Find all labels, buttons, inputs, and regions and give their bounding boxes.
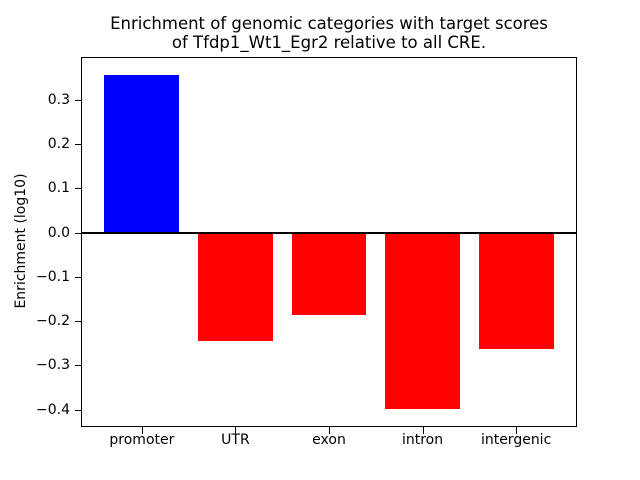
x-tick-mark bbox=[141, 427, 143, 434]
y-tick-label: −0.1 bbox=[36, 268, 70, 285]
y-tick-label: −0.2 bbox=[36, 313, 70, 330]
y-tick-label: −0.3 bbox=[36, 357, 70, 374]
x-tick-label-UTR: UTR bbox=[221, 432, 250, 448]
y-tick-mark bbox=[75, 188, 81, 190]
y-tick-label: 0.2 bbox=[47, 136, 70, 153]
x-tick-label-intergenic: intergenic bbox=[480, 432, 552, 448]
bar-intron bbox=[385, 232, 460, 410]
y-tick-mark bbox=[75, 144, 81, 146]
y-tick-label: 0.0 bbox=[47, 224, 70, 241]
y-tick-label: 0.3 bbox=[47, 91, 70, 108]
y-tick-mark bbox=[75, 365, 81, 367]
bar-promoter bbox=[104, 74, 180, 233]
bar-UTR bbox=[198, 232, 273, 341]
y-tick-mark bbox=[75, 99, 81, 101]
y-tick-mark bbox=[75, 232, 81, 234]
x-tick-label-exon: exon bbox=[312, 432, 346, 448]
x-tick-mark bbox=[329, 427, 330, 434]
x-tick-label-promoter: promoter bbox=[109, 432, 175, 448]
plot-area: 0.3 0.2 0.1 0.0 −0.1 −0.2 −0.3 −0.4 promoter UTR e… bbox=[36, 57, 577, 448]
y-tick-mark bbox=[75, 409, 81, 411]
y-tick-label: −0.4 bbox=[36, 401, 70, 418]
chart-title: Enrichment of genomic categories with ta… bbox=[81, 14, 577, 53]
y-tick-mark bbox=[75, 276, 81, 278]
x-tick-mark bbox=[422, 427, 424, 434]
chart-title-line-1: Enrichment of genomic categories with ta… bbox=[110, 14, 548, 33]
x-tick-mark bbox=[516, 427, 518, 434]
x-tick-mark bbox=[235, 427, 237, 434]
bar-intergenic bbox=[478, 232, 554, 349]
bar-exon bbox=[291, 232, 367, 316]
chart-title-line-2: of Tfdp1_Wt1_Egr2 relative to all CRE. bbox=[171, 33, 487, 53]
y-tick-mark bbox=[75, 321, 81, 323]
zero-line bbox=[82, 231, 576, 234]
x-tick-label-intron: intron bbox=[401, 432, 444, 448]
y-tick-label: 0.1 bbox=[47, 180, 70, 197]
